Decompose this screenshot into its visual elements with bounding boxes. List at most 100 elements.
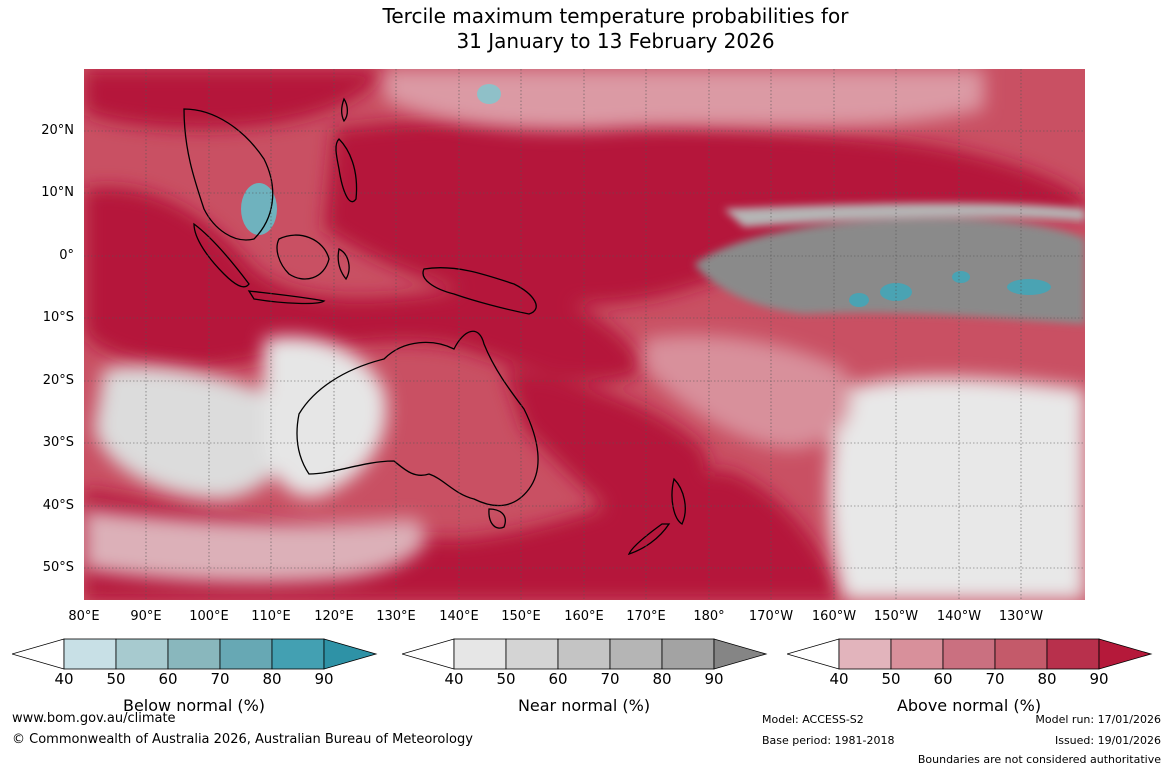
lon-label: 130°W xyxy=(998,609,1044,624)
sumatra-outline xyxy=(193,222,250,288)
colorbar-over-triangle xyxy=(323,638,378,670)
model-run-text: Model run: 17/01/2026 xyxy=(1035,713,1161,726)
tropical-north-band xyxy=(324,118,1085,305)
new-zealand-south-outline xyxy=(627,523,671,556)
colorbar-segment xyxy=(1046,638,1100,670)
colorbar-title: Above normal (%) xyxy=(896,696,1042,715)
equatorial-near-normal xyxy=(694,203,1085,324)
lon-label: 80°E xyxy=(68,609,100,624)
colorbar-over-triangle xyxy=(713,638,768,670)
borneo-outline xyxy=(276,234,330,280)
gridlines xyxy=(84,69,1085,600)
colorbar-tick-label: 60 xyxy=(158,670,178,688)
lon-label: 110°E xyxy=(251,609,291,624)
colorbar-segment xyxy=(609,638,663,670)
colorbar-segment xyxy=(167,638,221,670)
website-link[interactable]: www.bom.gov.au/climate xyxy=(12,711,176,726)
maritime-continent-band xyxy=(84,187,644,382)
colorbar-under-triangle xyxy=(787,638,840,670)
colorbar-tick-label: 40 xyxy=(444,670,464,688)
colorbar-segment xyxy=(994,638,1048,670)
colorbar-tick-label: 90 xyxy=(704,670,724,688)
colorbar-under-triangle xyxy=(402,638,455,670)
lat-label: 20°S xyxy=(42,373,74,388)
indochina-outline xyxy=(183,108,274,241)
below-pocket-4 xyxy=(1007,279,1051,295)
grey-tongue xyxy=(694,219,1085,324)
colorbar-tick-label: 60 xyxy=(933,670,953,688)
issued-text: Issued: 19/01/2026 xyxy=(1054,734,1161,747)
below-normal-pockets xyxy=(241,84,1051,307)
lon-label: 160°E xyxy=(564,609,604,624)
lat-label: 40°S xyxy=(42,498,74,513)
colorbar-segment xyxy=(505,638,559,670)
colorbar-tick-label: 80 xyxy=(652,670,672,688)
title-line-1: Tercile maximum temperature probabilitie… xyxy=(382,4,849,28)
colorbar-tick-label: 80 xyxy=(1037,670,1057,688)
colorbar-over-triangle xyxy=(1098,638,1153,670)
lat-label: 10°N xyxy=(41,185,74,200)
copyright-text: © Commonwealth of Australia 2026, Austra… xyxy=(12,732,473,747)
colorbar-segment xyxy=(557,638,611,670)
below-pocket-north xyxy=(477,84,501,104)
grey-tongue-edge xyxy=(724,203,1085,227)
colorbar-title: Near normal (%) xyxy=(517,696,651,715)
map-canvas xyxy=(84,69,1085,600)
lon-label: 90°E xyxy=(130,609,162,624)
colorbar-tick-label: 40 xyxy=(54,670,74,688)
colorbar-title: Below normal (%) xyxy=(122,696,266,715)
colorbar-under-triangle xyxy=(12,638,65,670)
colorbar-near xyxy=(402,638,768,670)
colorbar-segment xyxy=(453,638,507,670)
colorbar-tick-label: 50 xyxy=(881,670,901,688)
north-strip xyxy=(84,69,384,129)
colorbar-tick-label: 50 xyxy=(106,670,126,688)
southeast-pacific-light xyxy=(829,377,1085,600)
lon-label: 170°W xyxy=(748,609,794,624)
model-text: Model: ACCESS-S2 xyxy=(762,713,864,726)
tasman-band xyxy=(504,369,710,539)
lon-label: 140°E xyxy=(439,609,479,624)
colorbar-tick-label: 80 xyxy=(262,670,282,688)
lat-label: 20°N xyxy=(41,123,74,138)
lon-label: 180° xyxy=(693,609,725,624)
north-pacific-light xyxy=(384,69,984,130)
colorbar-segment xyxy=(271,638,325,670)
colorbar-segment xyxy=(838,638,892,670)
lon-label: 120°E xyxy=(314,609,354,624)
lon-label: 140°W xyxy=(936,609,982,624)
colorbar-segment xyxy=(661,638,715,670)
disclaimer-text: Boundaries are not considered authoritat… xyxy=(917,753,1161,766)
below-pocket-3 xyxy=(952,271,970,283)
lon-label: 100°E xyxy=(189,609,229,624)
colorbar-segment xyxy=(219,638,273,670)
colorbar-tick-label: 60 xyxy=(548,670,568,688)
colorbar-tick-label: 40 xyxy=(829,670,849,688)
colorbar-tick-label: 70 xyxy=(210,670,230,688)
colorbar-segment xyxy=(890,638,944,670)
below-pocket-1 xyxy=(880,283,912,301)
below-pocket-2 xyxy=(849,293,869,307)
lon-label: 130°E xyxy=(376,609,416,624)
coastlines xyxy=(183,97,686,556)
central-pacific-light xyxy=(644,335,852,449)
colorbar-tick-label: 70 xyxy=(600,670,620,688)
base-period-text: Base period: 1981-2018 xyxy=(762,734,895,747)
colorbar-segment xyxy=(63,638,117,670)
taiwan-outline xyxy=(341,97,349,123)
colorbar-tick-label: 70 xyxy=(985,670,1005,688)
tasmania-outline xyxy=(488,508,506,529)
chart-title: Tercile maximum temperature probabilitie… xyxy=(0,4,1173,54)
lat-label: 50°S xyxy=(42,560,74,575)
philippines-outline xyxy=(335,138,358,203)
colorbar-segment xyxy=(942,638,996,670)
colorbar-tick-label: 50 xyxy=(496,670,516,688)
new-guinea-outline xyxy=(422,267,537,315)
colorbar-below xyxy=(12,638,378,670)
new-zealand-north-outline xyxy=(671,477,686,525)
lat-label: 30°S xyxy=(42,435,74,450)
west-australia-light xyxy=(264,336,387,497)
title-line-2: 31 January to 13 February 2026 xyxy=(456,29,775,53)
colorbar-segment xyxy=(115,638,169,670)
lon-label: 160°W xyxy=(811,609,857,624)
